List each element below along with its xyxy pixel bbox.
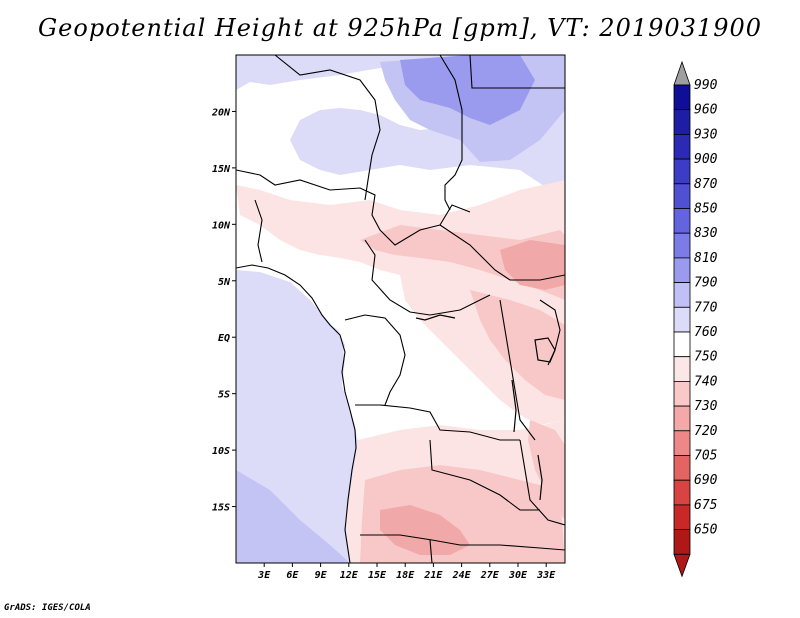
colorbar-top-arrow [673, 60, 691, 86]
lat-label: 20N [211, 107, 231, 118]
colorbar-level-label: 790 [694, 276, 718, 291]
colorbar-level-label: 720 [694, 424, 718, 439]
lakes [415, 314, 556, 501]
colorbar-level-label: 930 [694, 127, 718, 142]
colorbar-level-label: 770 [694, 300, 718, 315]
colorbar-swatch [673, 232, 691, 259]
colorbar-swatch [673, 84, 691, 111]
colorbar-bottom-arrow [673, 553, 691, 578]
colorbar-swatch [673, 331, 691, 358]
colorbar-swatch [673, 109, 691, 135]
east-deep-pink-region [500, 240, 565, 290]
colorbar-level-label: 900 [694, 152, 718, 167]
lon-label: 27E [480, 570, 500, 581]
colorbar-level-label: 650 [694, 523, 718, 538]
colorbar-level-label: 990 [694, 78, 718, 93]
lon-label: 15E [368, 570, 387, 581]
colorbar-level-label: 870 [694, 177, 718, 192]
southeast-pink-region [528, 420, 565, 520]
colorbar-level-label: 690 [694, 473, 718, 488]
colorbar-level-label: 750 [694, 350, 718, 365]
colorbar-level-label: 960 [694, 103, 718, 118]
colorbar-swatch [673, 529, 691, 555]
colorbar-swatch [673, 306, 691, 333]
colorbar-level-label: 850 [694, 202, 718, 217]
lon-label: 9E [315, 570, 328, 581]
latitude-axis: 20N 15N 10N 5N EQ 5S 10S 15S [211, 107, 236, 514]
borders [236, 55, 565, 563]
lon-label: 12E [340, 570, 359, 581]
lat-label: EQ [218, 333, 230, 344]
central-pink-region [360, 225, 565, 300]
colorbar-swatch [673, 380, 691, 407]
lon-label: 18E [396, 570, 415, 581]
grads-credit: GrADS: IGES/COLA [4, 603, 91, 613]
lon-label: 6E [286, 570, 299, 581]
colorbar-swatch [673, 405, 691, 432]
longitude-axis: 3E 6E 9E 12E 15E 18E 21E 24E 27E 30E 33E [257, 563, 556, 581]
lake-tanganyika [511, 379, 517, 433]
colorbar-swatch [673, 430, 691, 456]
colorbar-level-label: 740 [694, 374, 718, 389]
lon-label: 33E [536, 570, 556, 581]
colorbar-swatch [673, 356, 691, 382]
colorbar-level-label: 830 [694, 226, 718, 241]
rift-pink-region [470, 290, 565, 400]
lake-victoria [534, 337, 556, 363]
lake-malawi [537, 454, 543, 501]
lon-label: 24E [452, 570, 472, 581]
colorbar-level-label: 675 [694, 498, 718, 513]
colorbar-level-label: 810 [694, 251, 718, 266]
colorbar-swatch [673, 183, 691, 209]
lat-label: 5S [218, 390, 230, 401]
colorbar-swatch [673, 133, 691, 160]
geopotential-field [236, 55, 565, 563]
colorbar-level-label: 730 [694, 399, 718, 414]
lat-label: 15N [212, 164, 231, 175]
plot-frame [235, 54, 566, 564]
lat-label: 5N [218, 277, 231, 288]
lat-label: 10N [212, 220, 231, 231]
lon-label: 21E [423, 570, 443, 581]
map-title: Geopotential Height at 925hPa [gpm], VT:… [38, 14, 762, 42]
colorbar-swatch [673, 208, 691, 234]
north-dark-blue-region [400, 55, 535, 125]
colorbar-swatch [673, 158, 691, 185]
lat-label: 15S [212, 503, 230, 514]
river-segment [415, 314, 456, 321]
colorbar-swatch [673, 479, 691, 506]
colorbar-swatch [673, 455, 691, 481]
south-atlantic-mid-blue-region [236, 470, 350, 563]
colorbar-level-label: 705 [694, 449, 718, 464]
lat-label: 10S [212, 446, 230, 457]
lon-label: 30E [508, 570, 528, 581]
colorbar-swatch [673, 504, 691, 530]
lon-label: 3E [257, 570, 271, 581]
colorbar-level-label: 760 [694, 325, 718, 340]
colorbar: 990 960 930 900 870 850 830 810 790 770 760 750 740 7… [673, 60, 718, 578]
colorbar-swatch [673, 282, 691, 308]
colorbar-swatch [673, 257, 691, 283]
